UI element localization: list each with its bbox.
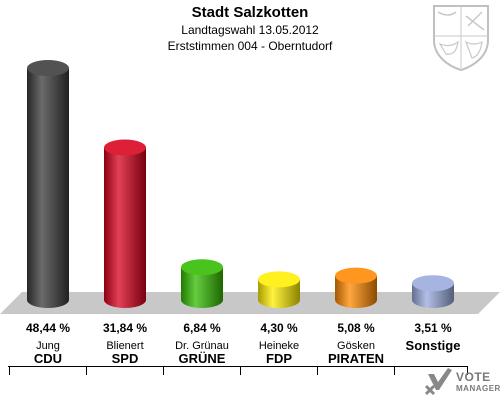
bar-chart [0, 60, 500, 314]
bar-cap-grüne [181, 259, 223, 276]
bar-body-grüne [181, 267, 223, 308]
bar-piraten [335, 267, 377, 308]
party-label: FDP [266, 351, 292, 366]
checkmark-logo-icon [424, 368, 452, 396]
bar-spd [104, 139, 146, 308]
candidate-label: Jung [36, 340, 60, 352]
bar-sonstige [412, 275, 454, 308]
bar-fdp [258, 271, 300, 308]
value-label: 3,51 % [414, 321, 452, 335]
logo-text-vote: VOTE [456, 370, 491, 384]
party-label: GRÜNE [178, 351, 226, 366]
bar-cap-fdp [258, 271, 300, 288]
bar-cap-spd [104, 139, 146, 156]
axis-tick [9, 366, 10, 375]
candidate-label: Blienert [106, 340, 144, 352]
bar-body-cdu [27, 68, 69, 308]
bar-cap-cdu [27, 60, 69, 76]
candidate-label: Heineke [258, 340, 300, 352]
bar-cap-piraten [335, 267, 377, 284]
bar-body-piraten [335, 275, 377, 308]
coat-of-arms-icon [433, 5, 489, 72]
value-label: 48,44 % [25, 321, 71, 335]
axis-tick [240, 366, 241, 375]
party-label: PIRATEN [327, 351, 385, 366]
chart-subtitle-election: Landtagswahl 13.05.2012 [181, 23, 319, 37]
candidate-label: Gösken [337, 340, 375, 352]
party-label: SPD [111, 351, 139, 366]
value-label: 6,84 % [183, 321, 221, 335]
bar-cap-sonstige [412, 275, 454, 292]
logo-text-manager: MANAGER [456, 384, 500, 393]
vote-manager-logo: VOTE MANAGER [422, 366, 500, 398]
party-label: CDU [33, 351, 63, 366]
bar-grüne [181, 259, 223, 308]
axis-tick [163, 366, 164, 375]
chart-subtitle-district: Erststimmen 004 - Oberntudorf [167, 39, 333, 53]
axis-tick [317, 366, 318, 375]
bar-cdu [27, 60, 69, 308]
value-label: 5,08 % [337, 321, 375, 335]
axis-tick [467, 366, 468, 375]
bar-body-spd [104, 147, 146, 308]
chart-title: Stadt Salzkotten [191, 4, 309, 21]
candidate-label: Dr. Grünau [175, 340, 229, 352]
value-label: 4,30 % [260, 321, 298, 335]
bar-body-fdp [258, 279, 300, 308]
axis-tick [394, 366, 395, 375]
axis-line [8, 366, 468, 367]
value-label: 31,84 % [102, 321, 148, 335]
party-label: Sonstige [405, 338, 461, 353]
axis-tick [86, 366, 87, 375]
